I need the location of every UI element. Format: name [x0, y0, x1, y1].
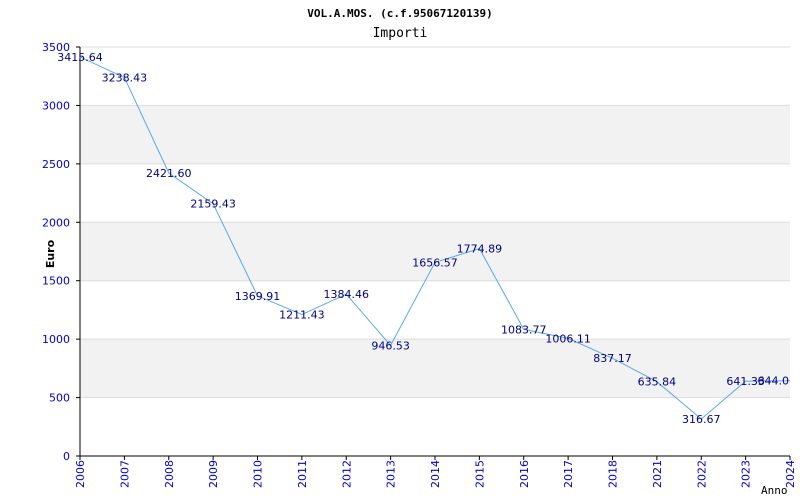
- x-tick-label: 2009: [207, 460, 220, 488]
- grid-lines: [80, 46, 790, 399]
- x-tick-label: 2008: [163, 460, 176, 488]
- y-tick-label: 2500: [42, 158, 70, 171]
- y-tick-label: 1000: [42, 333, 70, 346]
- grid-band: [80, 222, 790, 281]
- grid-bands: [80, 105, 790, 398]
- x-tick-label: 2018: [607, 460, 620, 488]
- x-tick-label: 2023: [740, 460, 753, 488]
- chart-subtitle: Importi: [373, 26, 428, 41]
- x-tick-label: 2011: [296, 460, 309, 488]
- x-tick-label: 2013: [385, 460, 398, 488]
- x-tick-label: 2021: [651, 460, 664, 488]
- data-label: 1369.91: [235, 290, 281, 303]
- data-label: 2421.60: [146, 167, 192, 180]
- data-label: 635.84: [638, 376, 677, 389]
- x-tick-label: 2006: [74, 460, 87, 488]
- x-tick-label: 2012: [340, 460, 353, 488]
- data-label: 1656.57: [412, 256, 458, 269]
- grid-band: [80, 105, 790, 164]
- x-axis-label: Anno: [761, 484, 788, 497]
- x-tick-label: 2015: [473, 460, 486, 488]
- data-label: 2159.43: [190, 198, 236, 211]
- data-label: 1384.46: [324, 288, 370, 301]
- x-tick-label: 2007: [118, 460, 131, 488]
- x-tick-label: 2024: [784, 460, 797, 488]
- data-label: 3238.43: [102, 72, 148, 85]
- data-label: 3415.64: [57, 51, 103, 64]
- y-axis-label: Euro: [44, 239, 57, 268]
- y-tick-label: 3000: [42, 99, 70, 112]
- grid-band: [80, 339, 790, 398]
- series-line: [79, 56, 791, 420]
- x-tick-label: 2016: [518, 460, 531, 488]
- data-label: 946.53: [371, 339, 410, 352]
- y-tick-label: 2000: [42, 216, 70, 229]
- data-label: 1006.11: [545, 332, 591, 345]
- data-label: 1774.89: [457, 243, 503, 256]
- data-label: 1211.43: [279, 308, 325, 321]
- x-tick-label: 2017: [562, 460, 575, 488]
- y-axis-ticks: 0 500 1000 1500 2000 2500 3000 3500: [42, 41, 80, 463]
- data-labels: 3415.64 3238.43 2421.60 2159.43 1369.91 1211.…: [57, 51, 789, 426]
- y-tick-label: 0: [63, 450, 70, 463]
- x-tick-label: 2014: [429, 460, 442, 488]
- y-tick-label: 1500: [42, 275, 70, 288]
- data-label: 1083.77: [501, 323, 547, 336]
- data-label: 644.0: [758, 375, 790, 388]
- data-label: 316.67: [682, 413, 721, 426]
- data-label: 641.33: [726, 375, 765, 388]
- chart-title: VOL.A.MOS. (c.f.95067120139): [307, 7, 492, 20]
- x-tick-label: 2022: [695, 460, 708, 488]
- data-label: 837.17: [593, 352, 632, 365]
- y-tick-label: 3500: [42, 41, 70, 54]
- x-axis-ticks: 2006 2007 2008 2009 2010 2011 2012 2013 2014 2015…: [74, 456, 797, 488]
- x-tick-label: 2010: [252, 460, 265, 488]
- y-tick-label: 500: [49, 392, 70, 405]
